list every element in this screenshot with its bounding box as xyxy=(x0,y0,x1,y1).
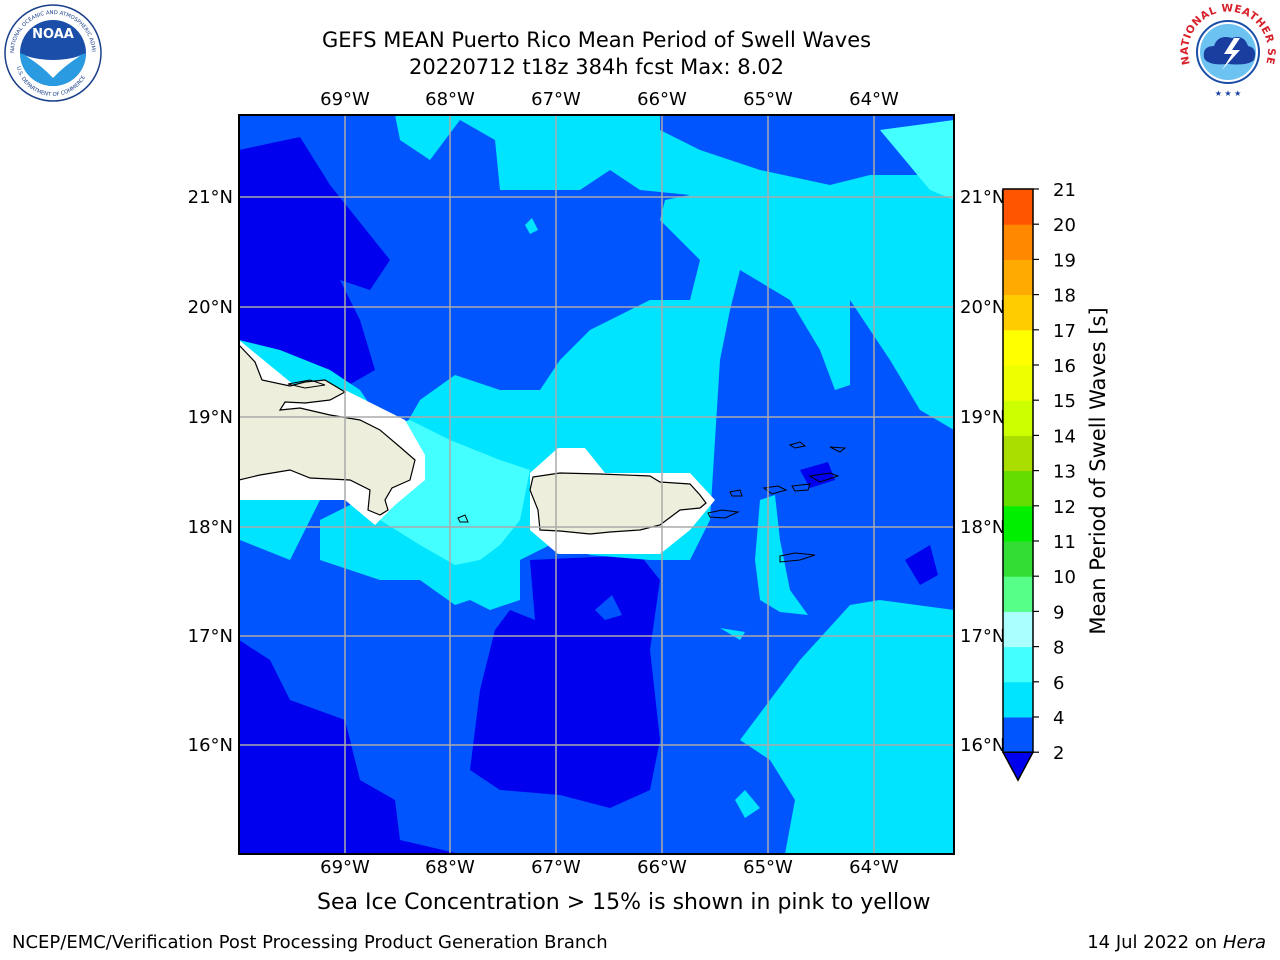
lat-label-left: 18°N xyxy=(188,517,233,538)
field-4to6-islet4 xyxy=(525,218,538,234)
colorbar-segment xyxy=(1003,681,1033,718)
colorbar-segment xyxy=(1003,435,1033,472)
land-culebra xyxy=(729,489,743,497)
field-4to6-islet2 xyxy=(595,595,622,620)
colorbar-under-extension xyxy=(1001,751,1035,782)
lon-label-top: 67°W xyxy=(531,89,581,110)
colorbar-tick-label: 17 xyxy=(1053,321,1076,342)
lon-label-bottom: 66°W xyxy=(637,857,687,878)
lon-label-top: 64°W xyxy=(849,89,899,110)
map-subtitle: 20220712 t18z 384h fcst Max: 8.02 xyxy=(409,55,784,79)
land-st-thomas xyxy=(762,485,788,495)
lat-label-right: 18°N xyxy=(960,517,1005,538)
colorbar-tick-label: 20 xyxy=(1053,215,1076,236)
noaa-logo: NOAA NATIONAL OCEANIC AND ATMOSPHERIC AD… xyxy=(4,4,102,102)
colorbar-tick-label: 4 xyxy=(1053,708,1064,729)
field-4to6-islet1 xyxy=(735,790,760,818)
graticule xyxy=(239,115,954,854)
map-frame xyxy=(238,114,955,855)
land-st-john xyxy=(791,483,811,492)
colorbar-segment xyxy=(1003,717,1033,753)
footer-host: Hera xyxy=(1222,932,1266,953)
lon-labels-bottom: 69°W 68°W 67°W 66°W 65°W 64°W xyxy=(320,857,899,878)
lat-labels-left: 21°N 20°N 19°N 18°N 17°N 16°N xyxy=(188,187,233,756)
colorbar-tick-label: 21 xyxy=(1053,180,1076,201)
land-tortola xyxy=(808,472,840,483)
colorbar-tick-label: 9 xyxy=(1053,602,1064,623)
land-sombrero xyxy=(788,441,807,449)
colorbar-segment xyxy=(1003,646,1033,683)
land-hispaniola xyxy=(239,344,416,516)
colorbar-segment xyxy=(1003,470,1033,507)
field-6to8-ne xyxy=(880,120,954,200)
field-lt2-east xyxy=(905,545,938,585)
colorbar-tick-label: 18 xyxy=(1053,286,1076,307)
lon-labels-top: 69°W 68°W 67°W 66°W 65°W 64°W xyxy=(320,89,899,110)
lon-label-bottom: 64°W xyxy=(849,857,899,878)
colorbar-tick-label: 13 xyxy=(1053,462,1076,483)
svg-text:★ ★ ★: ★ ★ ★ xyxy=(1215,89,1242,98)
field-lt2-sw xyxy=(239,640,460,854)
lat-label-right: 17°N xyxy=(960,626,1005,647)
lat-label-left: 21°N xyxy=(188,187,233,208)
noaa-logo-text: NOAA xyxy=(32,27,74,42)
nws-logo: NATIONAL WEATHER SERVICE ★ ★ ★ xyxy=(1178,2,1276,100)
lat-label-left: 19°N xyxy=(188,407,233,428)
contour-field xyxy=(239,115,954,854)
lon-label-bottom: 69°W xyxy=(320,857,370,878)
land-mona xyxy=(457,514,469,523)
lon-label-bottom: 65°W xyxy=(743,857,793,878)
field-4to6-se xyxy=(740,600,954,854)
lat-labels-right: 21°N 20°N 19°N 18°N 17°N 16°N xyxy=(960,187,1005,756)
colorbar-tick-label: 12 xyxy=(1053,497,1076,518)
colorbar-tick-label: 10 xyxy=(1053,567,1076,588)
map-title: GEFS MEAN Puerto Rico Mean Period of Swe… xyxy=(321,28,872,52)
lon-label-top: 69°W xyxy=(320,89,370,110)
lat-label-right: 16°N xyxy=(960,735,1005,756)
colorbar-segment xyxy=(1003,505,1033,542)
colorbar-segment xyxy=(1003,329,1033,366)
lat-label-right: 21°N xyxy=(960,187,1005,208)
colorbar-tick-label: 6 xyxy=(1053,673,1064,694)
footer-date: 14 Jul 2022 on Hera xyxy=(1087,932,1266,953)
colorbar-tick-label: 15 xyxy=(1053,391,1076,412)
colorbar-tick-label: 14 xyxy=(1053,426,1076,447)
field-lt2-nw xyxy=(239,137,390,390)
land-anegada xyxy=(829,446,847,453)
colorbar-tick-label: 16 xyxy=(1053,356,1076,377)
land-st-croix xyxy=(779,552,816,563)
footer-branch: NCEP/EMC/Verification Post Processing Pr… xyxy=(12,932,608,953)
land-vieques xyxy=(707,509,740,519)
lon-label-top: 65°W xyxy=(743,89,793,110)
land-tortuga xyxy=(287,379,326,389)
colorbar-segment xyxy=(1003,189,1033,225)
lat-label-left: 17°N xyxy=(188,626,233,647)
colorbar-segment xyxy=(1003,294,1033,331)
colorbar-tick-label: 8 xyxy=(1053,638,1064,659)
colorbar-segment xyxy=(1003,611,1033,648)
lon-label-top: 66°W xyxy=(637,89,687,110)
colorbar-segment xyxy=(1003,365,1033,401)
colorbar-segment xyxy=(1003,400,1033,436)
colorbar-label: Mean Period of Swell Waves [s] xyxy=(1086,307,1110,634)
lat-label-right: 19°N xyxy=(960,407,1005,428)
field-4to6-islet3 xyxy=(720,628,745,640)
colorbar-tick-label: 2 xyxy=(1053,743,1064,764)
lat-label-left: 16°N xyxy=(188,735,233,756)
colorbar: 2 4 6 8 9 10 11 12 13 14 15 16 17 18 19 20 21 xyxy=(1001,180,1076,782)
lon-label-bottom: 68°W xyxy=(425,857,475,878)
lat-label-left: 20°N xyxy=(188,297,233,318)
colorbar-tick-label: 19 xyxy=(1053,250,1076,271)
colorbar-segment xyxy=(1003,259,1033,296)
colorbar-segment xyxy=(1003,224,1033,260)
lat-label-right: 20°N xyxy=(960,297,1005,318)
colorbar-tick-label: 11 xyxy=(1053,532,1076,553)
lon-label-bottom: 67°W xyxy=(531,857,581,878)
colorbar-segment xyxy=(1003,541,1033,577)
lon-label-top: 68°W xyxy=(425,89,475,110)
sea-ice-note: Sea Ice Concentration > 15% is shown in … xyxy=(317,890,931,915)
colorbar-segment xyxy=(1003,576,1033,612)
